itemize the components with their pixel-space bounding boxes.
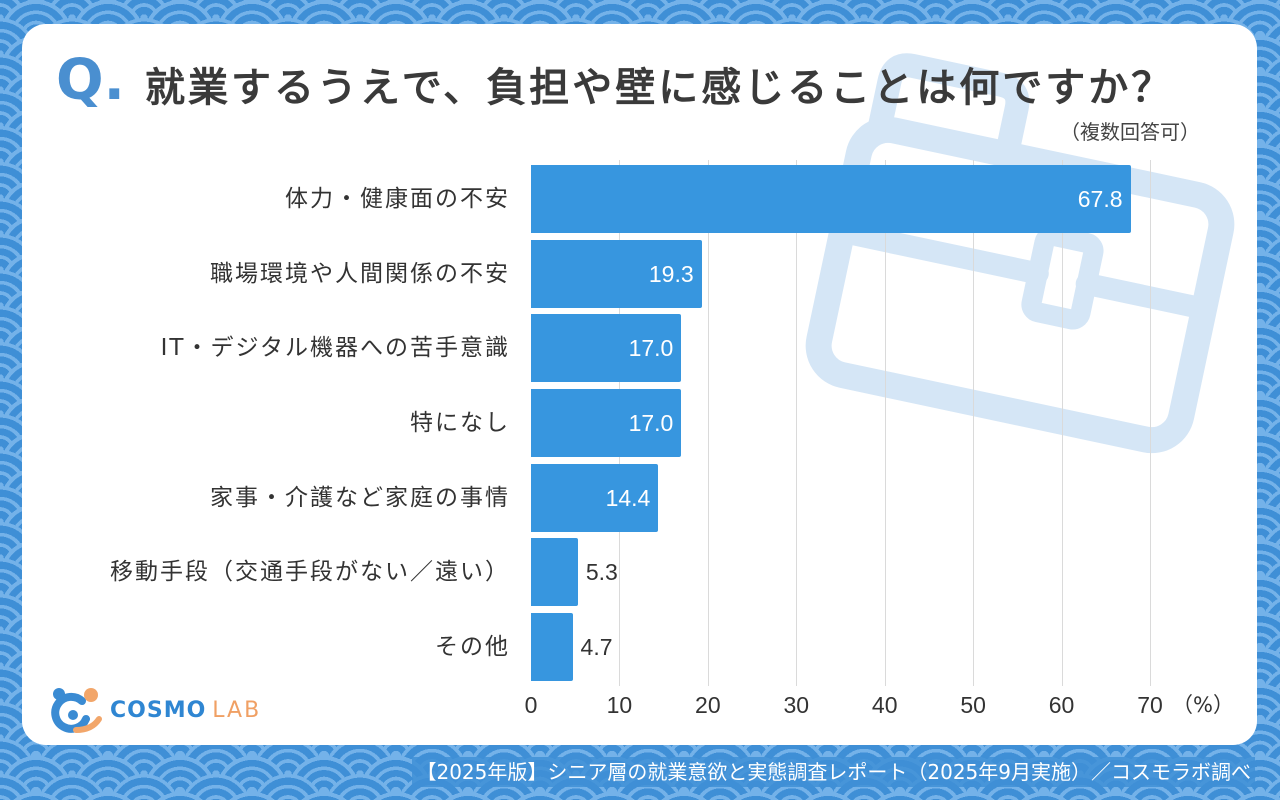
category-label: 特になし: [410, 410, 510, 436]
gridline: [973, 160, 975, 686]
category-label: 移動手段（交通手段がない／遠い）: [110, 559, 510, 586]
category-label: IT・デジタル機器への苦手意識: [160, 335, 510, 362]
bar-value-label: 5.3: [585, 559, 618, 586]
category-label: 家事・介護など家庭の事情: [210, 484, 510, 511]
x-tick-label: 0: [524, 692, 538, 718]
x-tick-label: 40: [871, 692, 898, 718]
cosmo-lab-logo-icon: [51, 688, 102, 733]
plot-area: 0 10 20 30 40 50 60 70 （%） 67.8 19.3 17.0 17.0 14.4 5.…: [525, 160, 1234, 718]
category-label: その他: [435, 634, 510, 661]
x-tick-label: 60: [1048, 692, 1075, 718]
source-credit: 【2025年版】シニア層の就業意欲と実態調査レポート（2025年9月実施）／コス…: [412, 757, 1255, 787]
bar-value-label: 14.4: [605, 484, 651, 511]
bar: [531, 613, 573, 682]
category-labels: 体力・健康面の不安職場環境や人間関係の不安 IT・デジタル機器への苦手意識特になし…: [40, 160, 510, 686]
gridline: [796, 160, 798, 686]
x-tick-label: 30: [783, 692, 810, 718]
bar: [531, 389, 682, 457]
bar-value-label: 67.8: [1077, 186, 1123, 212]
x-tick-label: 10: [606, 692, 633, 718]
bar: [531, 239, 702, 308]
x-tick-label: 50: [960, 692, 986, 718]
bar-value-label: 4.7: [580, 634, 613, 661]
gridline: [707, 160, 709, 686]
logo-wordmark-sub: LAB: [212, 697, 262, 723]
question-marker: Q.: [56, 48, 125, 113]
logo-wordmark-main: COSMO: [110, 697, 207, 723]
bar: [531, 165, 1131, 233]
gridline: [1150, 160, 1151, 686]
chart-title: 就業するうえで、負担や壁に感じることは何ですか？: [145, 65, 1175, 111]
bar: [531, 538, 578, 607]
gridline: [1061, 160, 1063, 686]
x-unit-label: （%）: [1172, 693, 1234, 717]
bar: [531, 463, 659, 532]
gridline: [884, 160, 886, 686]
category-label: 体力・健康面の不安: [285, 186, 510, 212]
bar-value-label: 19.3: [648, 260, 694, 287]
category-label: 職場環境や人間関係の不安: [210, 260, 510, 287]
bar-value-label: 17.0: [628, 410, 674, 436]
bar-value-label: 17.0: [628, 335, 674, 362]
chart-subtitle: （複数回答可）: [1060, 120, 1200, 144]
x-tick-label: 70: [1137, 692, 1163, 718]
bar: [531, 314, 682, 383]
x-tick-label: 20: [695, 692, 721, 718]
brand-logo: COSMO LAB: [46, 686, 261, 734]
